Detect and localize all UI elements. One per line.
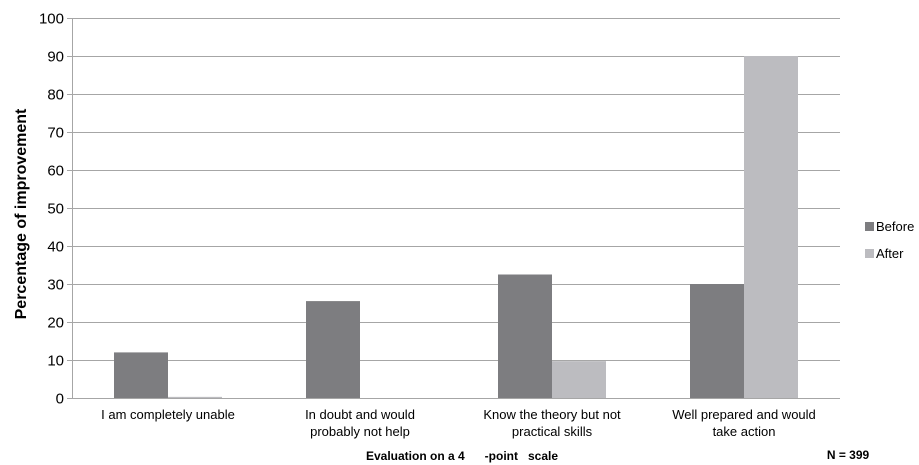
legend-swatch-after <box>865 249 874 258</box>
sample-size-note: N = 399 <box>827 448 870 462</box>
y-tick-label: 60 <box>47 163 64 180</box>
x-axis-label: Evaluation on a 4 -point scale <box>366 449 558 463</box>
bar-before-1 <box>114 352 168 398</box>
bar-after-4 <box>744 56 798 398</box>
y-tick-label: 20 <box>47 315 64 332</box>
bar-before-3 <box>498 274 552 398</box>
legend-label-after: After <box>876 246 904 261</box>
y-axis-label: Percentage of improvement <box>13 108 30 319</box>
y-tick-label: 90 <box>47 49 64 66</box>
y-tick-label: 50 <box>47 201 64 218</box>
category-labels: I am completely unable In doubt and would… <box>101 407 816 439</box>
y-tick-labels: 0 10 20 30 40 50 60 70 80 90 100 <box>39 11 64 408</box>
category-label: In doubt and would <box>305 407 415 422</box>
y-tick-label: 10 <box>47 353 64 370</box>
gridlines <box>67 18 840 399</box>
category-label: Well prepared and would <box>672 407 816 422</box>
legend: Before After <box>865 219 914 261</box>
bar-before-4 <box>690 284 744 398</box>
bar-after-3 <box>552 361 606 398</box>
y-tick-label: 40 <box>47 239 64 256</box>
legend-label-before: Before <box>876 219 914 234</box>
bar-after-1 <box>168 396 222 398</box>
category-label: I am completely unable <box>101 407 235 422</box>
bar-before-2 <box>306 301 360 398</box>
y-tick-label: 30 <box>47 277 64 294</box>
y-tick-label: 0 <box>56 391 64 408</box>
y-tick-label: 100 <box>39 11 64 28</box>
y-tick-label: 80 <box>47 87 64 104</box>
category-label: practical skills <box>512 424 593 439</box>
category-label: Know the theory but not <box>483 407 621 422</box>
legend-swatch-before <box>865 222 874 231</box>
bars <box>114 56 798 398</box>
category-label: probably not help <box>310 424 410 439</box>
category-label: take action <box>713 424 776 439</box>
y-tick-label: 70 <box>47 125 64 142</box>
